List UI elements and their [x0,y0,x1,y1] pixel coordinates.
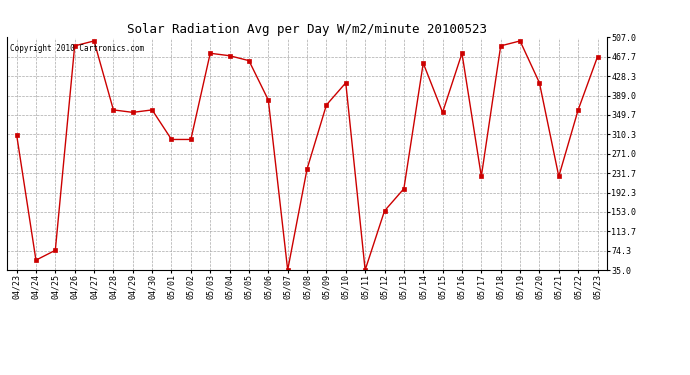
Text: Copyright 2010 Cartronics.com: Copyright 2010 Cartronics.com [10,45,144,54]
Title: Solar Radiation Avg per Day W/m2/minute 20100523: Solar Radiation Avg per Day W/m2/minute … [127,23,487,36]
